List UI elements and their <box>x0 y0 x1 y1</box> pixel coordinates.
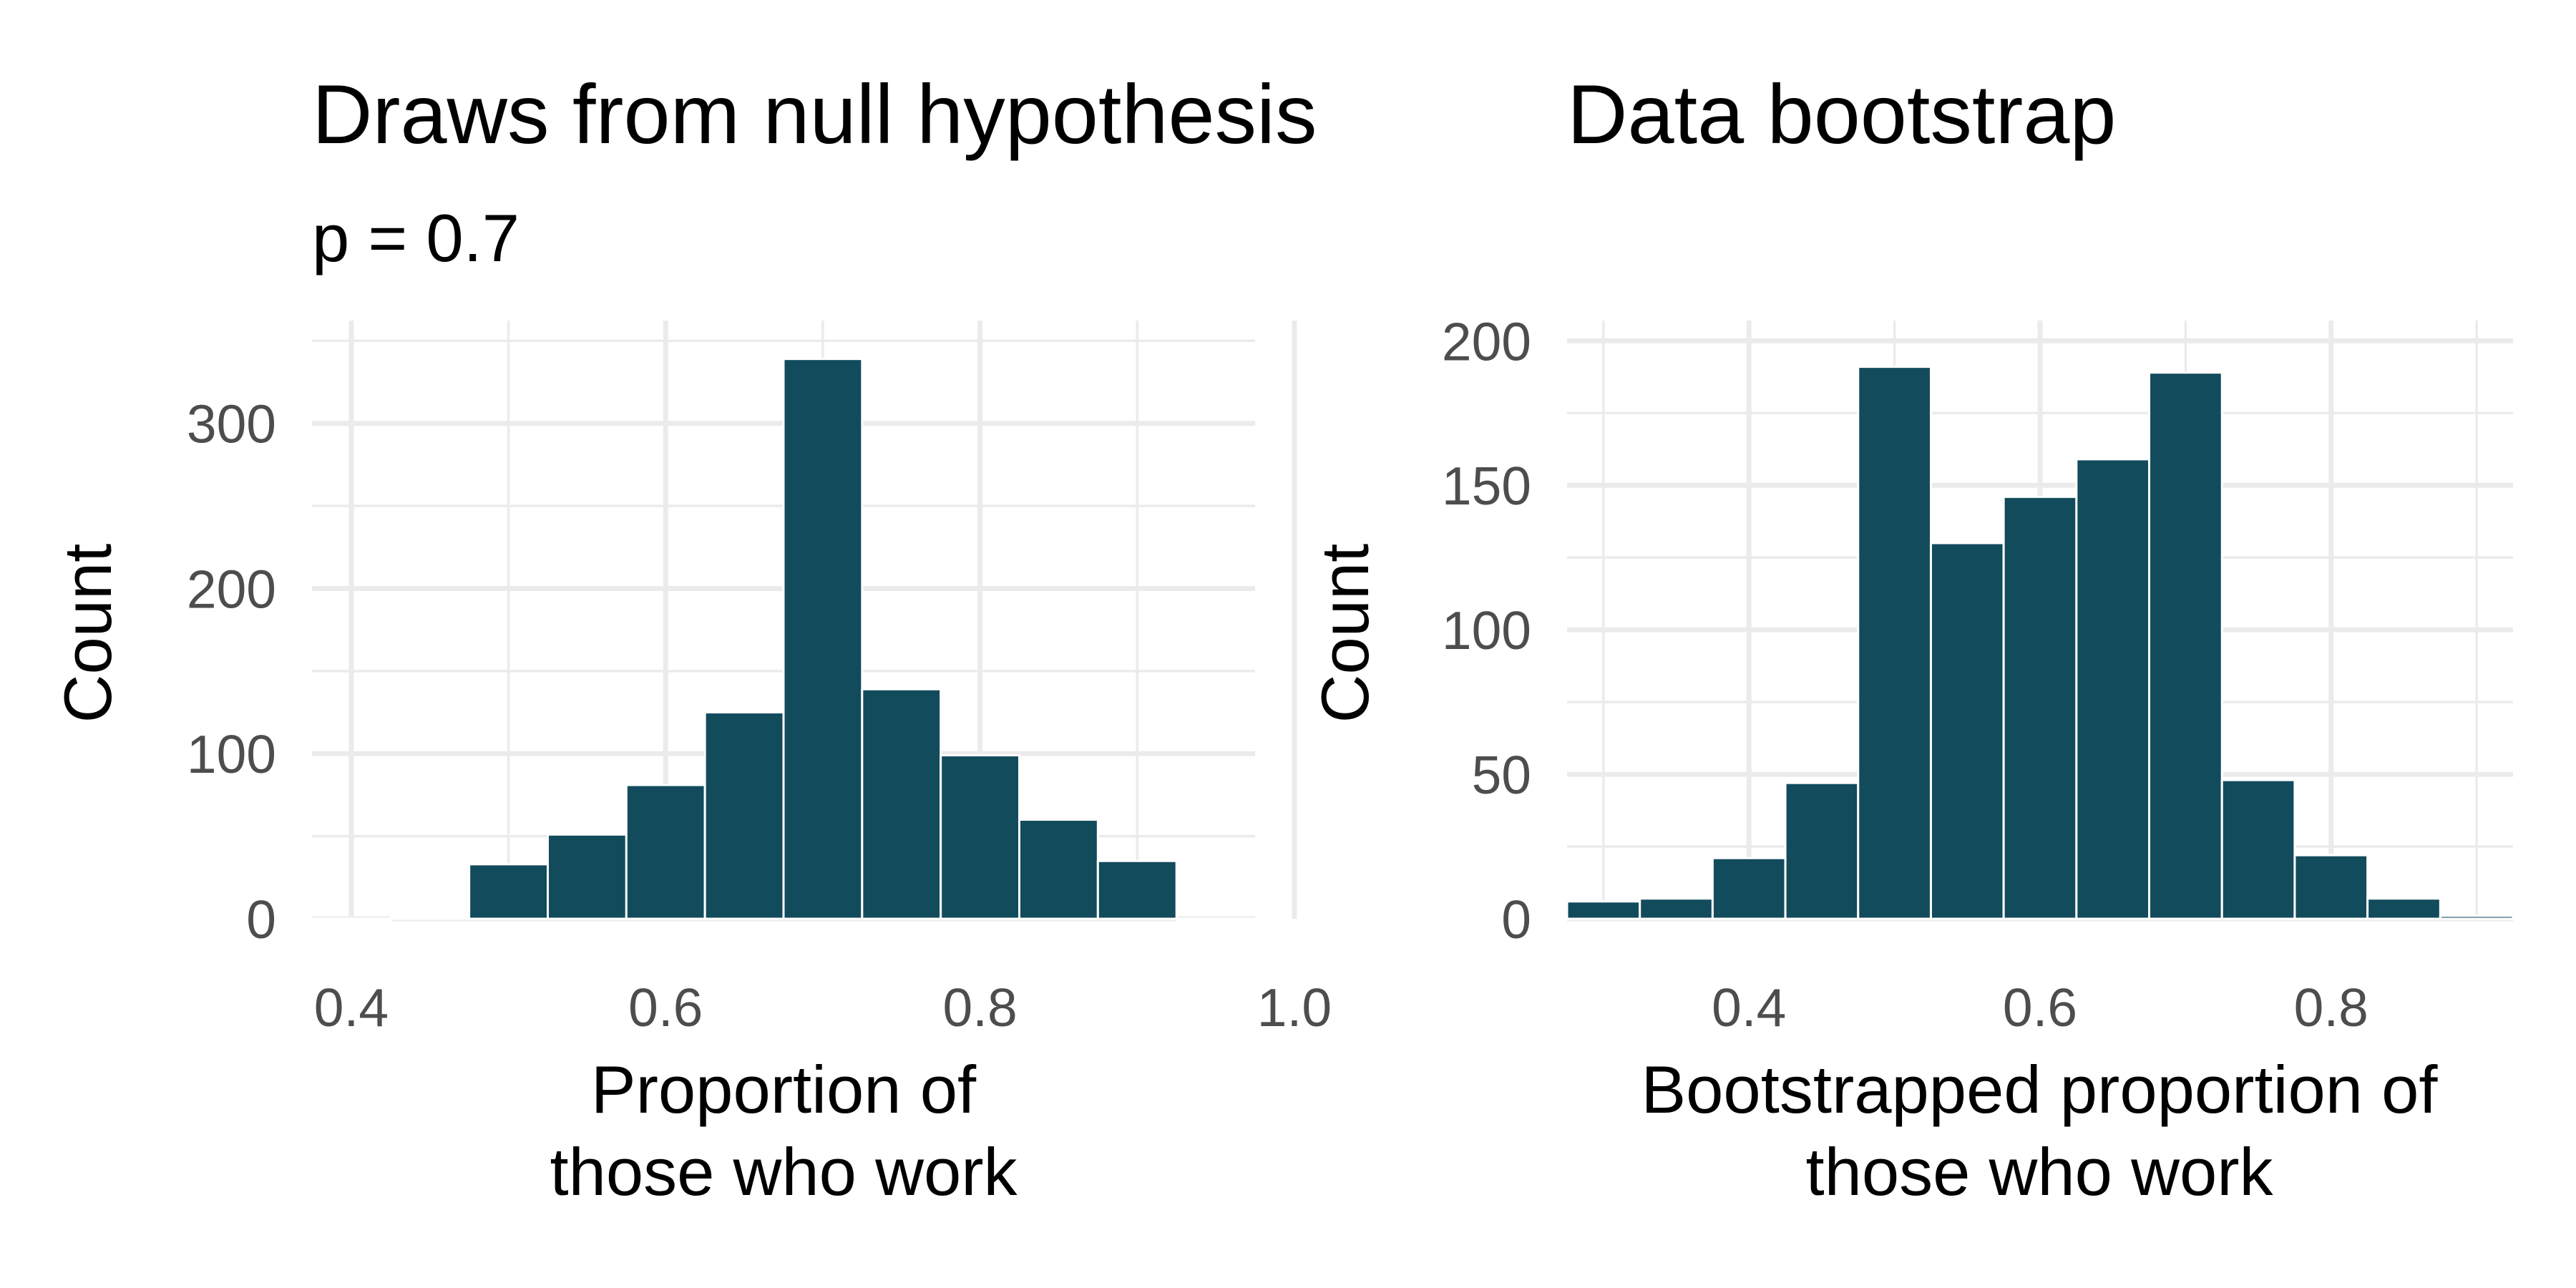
histogram-bar <box>782 358 864 920</box>
histogram-bar <box>940 754 1020 920</box>
y-tick-label: 0 <box>1501 889 1531 950</box>
histogram-bar <box>1711 857 1787 920</box>
y-tick-label: 200 <box>1442 311 1531 371</box>
histogram-bar <box>2293 854 2369 920</box>
histogram-bar <box>1639 897 1714 920</box>
y-axis-title: Count <box>1307 544 1382 723</box>
histogram-bar <box>861 688 942 920</box>
histogram-bar <box>311 917 392 922</box>
x-tick-label: 0.8 <box>2294 977 2368 1038</box>
y-tick-labels: 0 50 100 150 200 <box>1442 311 1531 950</box>
chart-title: Draws from null hypothesis <box>312 67 1317 161</box>
x-tick-label: 1.0 <box>1257 977 1332 1038</box>
histogram-bar <box>1175 917 1257 922</box>
x-tick-label: 0.4 <box>1712 977 1786 1038</box>
y-tick-label: 0 <box>246 889 276 950</box>
histogram-bar <box>2439 914 2514 920</box>
histogram-bar <box>2002 495 2078 920</box>
x-tick-labels: 0.4 0.6 0.8 1.0 <box>314 977 1332 1038</box>
x-tick-label: 0.6 <box>628 977 703 1038</box>
histogram-bar <box>1096 859 1178 920</box>
y-axis-title: Count <box>50 544 125 723</box>
y-tick-label: 150 <box>1442 456 1531 516</box>
x-tick-label: 0.6 <box>2003 977 2077 1038</box>
bars <box>1566 366 2514 920</box>
y-tick-label: 200 <box>187 559 276 619</box>
y-tick-label: 100 <box>1442 600 1531 660</box>
y-tick-label: 50 <box>1472 745 1531 805</box>
histogram-bar <box>1857 366 1932 920</box>
x-axis-title-line-1: Proportion of <box>591 1052 977 1127</box>
histogram-bar <box>2148 371 2223 920</box>
x-tick-labels: 0.4 0.6 0.8 <box>1712 977 2368 1038</box>
bars <box>311 358 1257 922</box>
chart-subtitle: p = 0.7 <box>312 200 519 275</box>
histogram-bar <box>2075 458 2151 920</box>
chart-title: Data bootstrap <box>1567 67 2116 161</box>
histogram-bar <box>703 711 785 920</box>
histogram-bar <box>389 916 471 920</box>
x-tick-label: 0.8 <box>942 977 1017 1038</box>
histogram-bar <box>1784 781 1860 920</box>
panel-null-hypothesis: Draws from null hypothesis p = 0.7 0 100 2… <box>50 67 1332 1209</box>
x-axis-title-line-2: those who work <box>1805 1134 2273 1209</box>
histogram-bar <box>547 833 628 920</box>
histogram-bar <box>2366 897 2441 920</box>
panel-data-bootstrap: Data bootstrap 0 50 100 150 200 0.4 0.6 0.8 Co… <box>1307 67 2514 1209</box>
histogram-bar <box>2220 779 2296 920</box>
histogram-bar <box>1566 900 1641 920</box>
y-tick-label: 300 <box>187 394 276 454</box>
histogram-bar <box>1929 542 2005 920</box>
x-axis-title-line-1: Bootstrapped proportion of <box>1641 1052 2438 1127</box>
x-axis-title-line-2: those who work <box>550 1134 1018 1209</box>
histogram-bar <box>1018 819 1099 920</box>
histogram-bar <box>468 863 550 920</box>
y-tick-labels: 0 100 200 300 <box>187 394 276 950</box>
y-tick-label: 100 <box>187 724 276 784</box>
histogram-bar <box>625 784 706 920</box>
x-tick-label: 0.4 <box>314 977 389 1038</box>
